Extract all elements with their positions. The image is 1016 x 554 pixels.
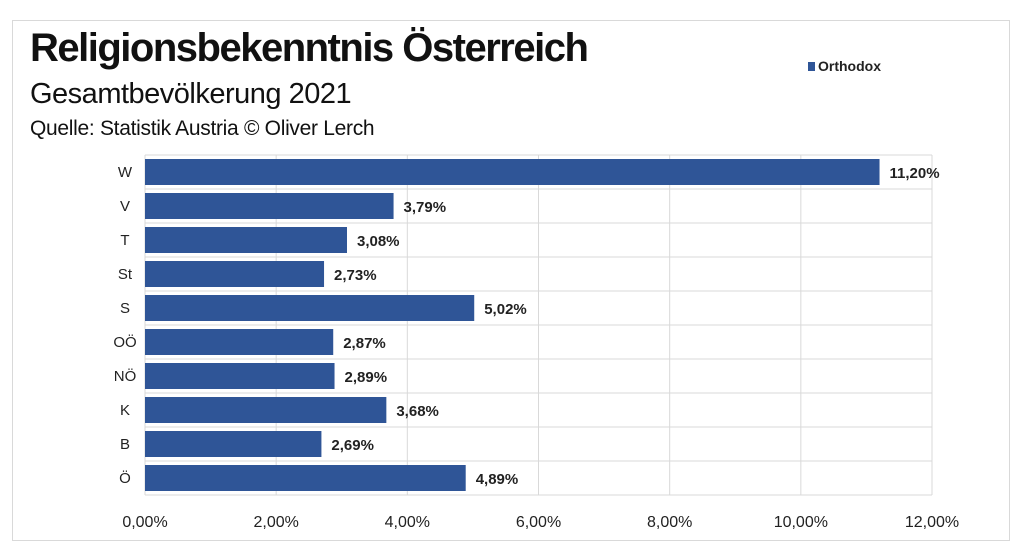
bar [145,363,335,389]
data-label: 11,20% [890,165,940,182]
legend: Orthodox [808,58,881,74]
data-label: 2,87% [343,335,386,352]
y-tick-label: St [118,266,133,283]
x-tick-label: 12,00% [905,514,959,531]
data-label: 3,08% [357,233,400,250]
chart-subtitle: Gesamtbevölkerung 2021 [30,78,352,110]
y-tick-label: OÖ [113,333,136,351]
bar [145,397,387,423]
bar [145,329,334,355]
y-tick-label: V [120,198,130,215]
bar [145,193,394,219]
data-label: 3,79% [404,199,447,216]
data-label: 4,89% [476,471,519,488]
data-label: 2,89% [345,369,388,386]
y-tick-label: K [120,402,130,419]
bar [145,159,880,185]
data-label: 2,69% [331,437,374,454]
chart-frame [12,20,1010,541]
chart-title: Religionsbekenntnis Österreich [30,26,589,70]
x-tick-label: 6,00% [516,514,561,531]
y-tick-label: W [118,164,133,181]
bar [145,295,475,321]
x-tick-label: 2,00% [253,514,298,531]
bar [145,465,466,491]
x-tick-label: 0,00% [122,514,167,531]
y-tick-label: S [120,300,130,317]
legend-swatch [808,61,815,71]
data-label: 3,68% [396,403,439,420]
legend-label: Orthodox [818,58,881,74]
bar [145,431,322,457]
chart-source: Quelle: Statistik Austria © Oliver Lerch [30,117,375,140]
bar [145,261,325,287]
x-tick-label: 4,00% [385,514,430,531]
bar [145,227,347,253]
x-tick-label: 8,00% [647,514,692,531]
x-tick-label: 10,00% [774,514,828,531]
y-tick-label: T [120,232,129,249]
data-label: 2,73% [334,267,377,284]
y-tick-label: Ö [119,469,131,487]
data-label: 5,02% [484,301,527,318]
y-tick-label: NÖ [114,367,137,385]
y-tick-label: B [120,436,130,453]
